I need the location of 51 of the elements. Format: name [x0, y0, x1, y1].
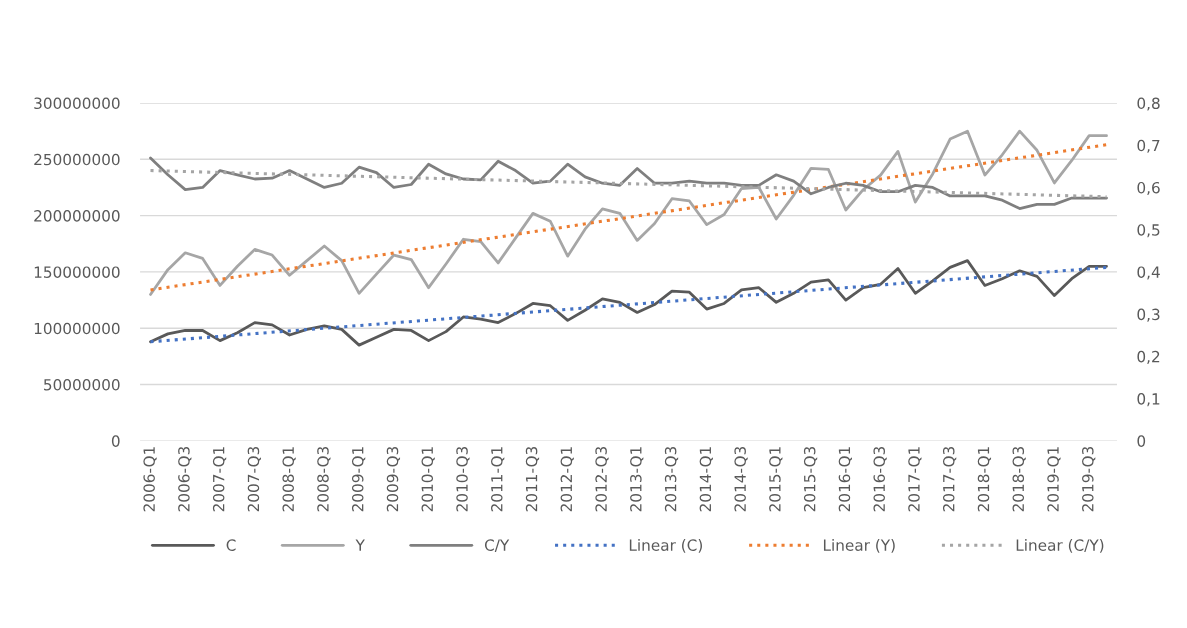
x-tick-label: 2018-Q1: [977, 447, 992, 512]
x-tick-label: 2012-Q1: [560, 447, 574, 512]
x-tick-label: 2010-Q1: [421, 447, 435, 512]
line-series: [149, 156, 1108, 210]
y-tick-label: 50000000: [44, 379, 120, 391]
x-tick-label: 2009-Q1: [351, 447, 366, 512]
x-tick-label: 2014-Q1: [699, 447, 713, 512]
x-tick-label: 2016-Q3: [873, 446, 887, 512]
x-tick-label: 2008-Q1: [282, 447, 296, 512]
y-tick-label: 250000000: [34, 153, 120, 166]
x-tick-label: 2007-Q1: [212, 447, 227, 512]
x-tick-label: 2016-Q1: [838, 447, 852, 512]
y-tick-label: 150000000: [34, 266, 120, 278]
x-tick-label: 2006-Q3: [178, 446, 192, 512]
x-tick-label: 2014-Q3: [734, 446, 748, 512]
x-tick-label: 2019-Q3: [1082, 446, 1096, 512]
y-tick-label: 300000000: [34, 97, 120, 110]
legend-label: Y: [355, 539, 365, 551]
y2-tick-label: 0,5: [1137, 224, 1160, 238]
y2-tick-label: 0,4: [1137, 266, 1160, 280]
x-tick-label: 2007-Q3: [247, 446, 261, 512]
x-tick-label: 2019-Q1: [1047, 447, 1061, 512]
y-tick-label: 100000000: [34, 322, 120, 335]
x-tick-label: 2013-Q3: [664, 446, 679, 512]
x-tick-label: 2017-Q1: [908, 447, 922, 512]
x-tick-label: 2017-Q3: [942, 446, 957, 512]
x-tick-label: 2009-Q3: [386, 446, 401, 512]
x-tick-label: 2011-Q3: [525, 446, 540, 512]
x-tick-label: 2015-Q1: [769, 447, 783, 512]
x-tick-label: 2015-Q3: [803, 446, 818, 512]
x-tick-label: 2008-Q3: [317, 446, 331, 512]
legend-label: Linear (Y): [823, 539, 895, 553]
legend-label: Linear (C/Y): [1016, 539, 1104, 553]
y-tick-label: 0: [111, 435, 120, 447]
x-tick-label: 2018-Q3: [1012, 446, 1026, 512]
y-tick-label: 200000000: [34, 210, 120, 222]
y2-tick-label: 0,8: [1137, 97, 1160, 111]
y2-tick-label: 0,1: [1137, 393, 1160, 407]
y2-tick-label: 0,7: [1137, 139, 1160, 153]
x-tick-label: 2012-Q3: [595, 446, 609, 512]
x-tick-label: 2006-Q1: [143, 447, 157, 512]
y2-tick-label: 0,6: [1137, 181, 1160, 196]
x-tick-label: 2010-Q3: [456, 446, 470, 512]
legend-label: C/Y: [484, 539, 510, 553]
legend-label: C: [226, 539, 236, 551]
y2-tick-label: 0,3: [1137, 308, 1160, 322]
y2-tick-label: 0: [1137, 435, 1146, 447]
legend-label: Linear (C): [629, 539, 702, 553]
x-tick-label: 2013-Q1: [630, 447, 644, 512]
y2-tick-label: 0,2: [1137, 350, 1160, 364]
x-tick-label: 2011-Q1: [491, 447, 505, 512]
